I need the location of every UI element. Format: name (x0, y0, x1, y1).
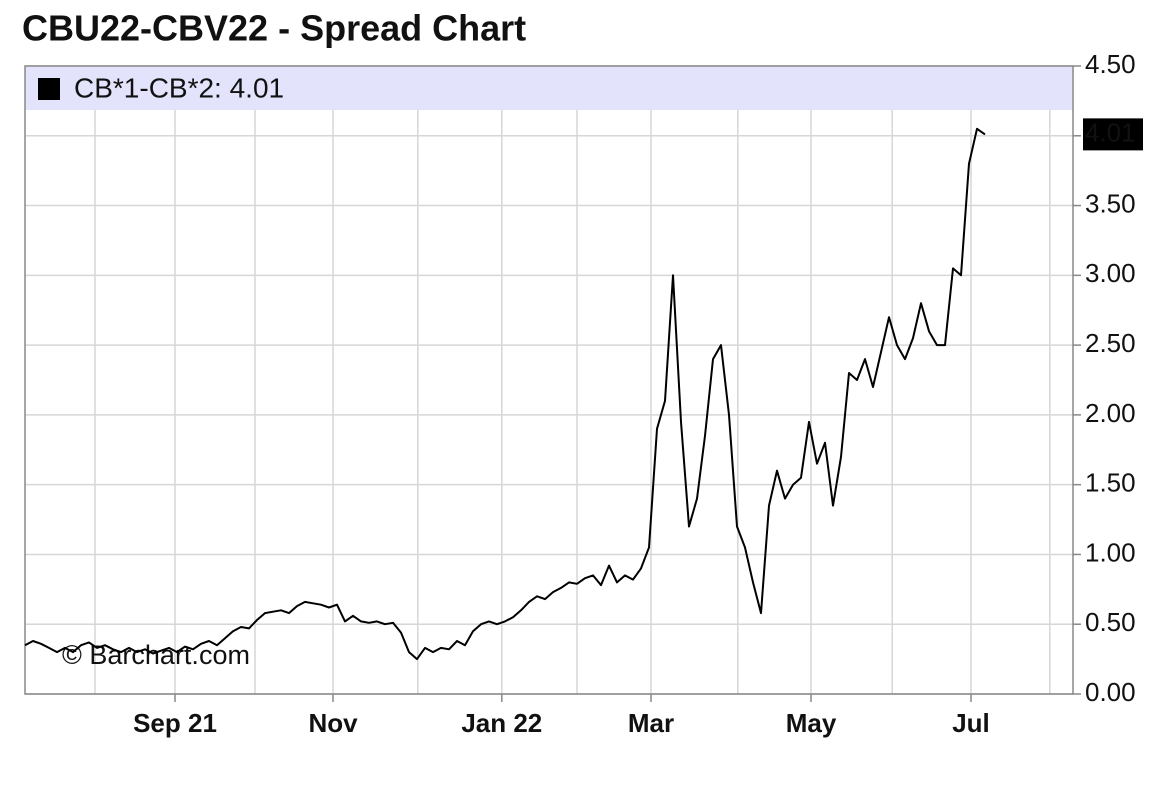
legend-band (25, 66, 1073, 110)
x-tick-label: May (786, 708, 837, 738)
y-tick-label: 2.00 (1085, 398, 1136, 428)
y-tick-label: 0.50 (1085, 607, 1136, 637)
x-tick-label: Jan 22 (461, 708, 542, 738)
legend-label: CB*1-CB*2: 4.01 (74, 72, 284, 103)
grid (25, 65, 1073, 695)
x-tick-label: Mar (628, 708, 674, 738)
watermark: © Barchart.com (62, 640, 250, 670)
y-tick-label: 0.00 (1085, 677, 1136, 707)
x-tick-label: Jul (952, 708, 990, 738)
x-tick-label: Sep 21 (133, 708, 217, 738)
y-tick-label: 2.50 (1085, 328, 1136, 358)
y-tick-label: 4.50 (1085, 49, 1136, 79)
y-tick-label: 3.00 (1085, 258, 1136, 288)
last-value-box (1083, 118, 1143, 151)
line-series (24, 127, 986, 661)
y-tick-label: 3.50 (1085, 188, 1136, 218)
plot-frame (24, 65, 1074, 695)
legend-swatch (38, 78, 60, 100)
chart-title: CBU22-CBV22 - Spread Chart (22, 8, 526, 49)
x-tick-label: Nov (308, 708, 358, 738)
y-tick-label: 1.00 (1085, 537, 1136, 567)
last-value-label: 4.01 (1085, 117, 1136, 147)
y-tick-label: 1.50 (1085, 468, 1136, 498)
